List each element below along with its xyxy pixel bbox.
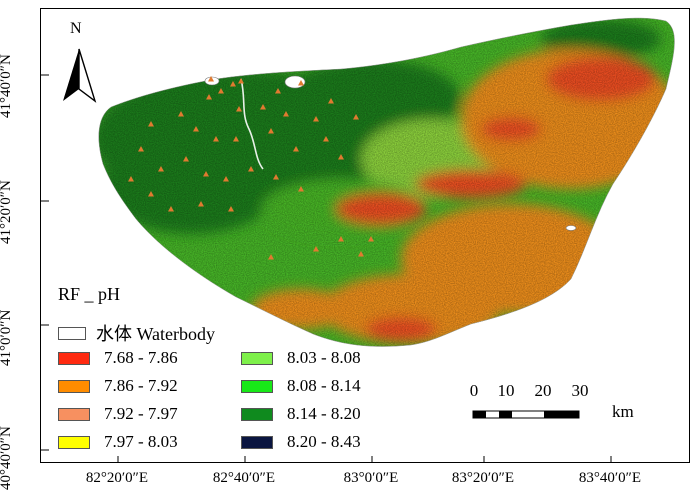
legend-label: 8.14 - 8.20 bbox=[287, 404, 361, 423]
legend-item: 8.14 - 8.20 bbox=[241, 404, 361, 424]
sample-point-marker bbox=[338, 154, 344, 160]
x-tick-label: 82°40′0″E bbox=[212, 470, 276, 486]
sample-point-marker bbox=[323, 136, 329, 142]
legend-label: 水体 Waterbody bbox=[96, 324, 216, 344]
sample-point-marker bbox=[298, 186, 304, 192]
scale-bar bbox=[472, 410, 580, 419]
sample-point-marker bbox=[368, 236, 374, 242]
legend-swatch bbox=[58, 326, 86, 340]
legend-swatch bbox=[241, 435, 273, 449]
north-arrow-icon bbox=[63, 48, 97, 103]
sample-point-marker bbox=[128, 176, 134, 182]
legend-label: 7.92 - 7.97 bbox=[104, 404, 178, 423]
sample-point-marker bbox=[193, 126, 199, 132]
river-line bbox=[240, 78, 264, 170]
sample-point-marker bbox=[228, 206, 234, 212]
scale-tick-label: 20 bbox=[534, 381, 552, 400]
legend-item: 8.20 - 8.43 bbox=[241, 432, 361, 452]
scale-labels: 0 10 20 30 bbox=[462, 381, 592, 401]
legend-swatch bbox=[58, 435, 90, 449]
legend-swatch bbox=[241, 351, 273, 365]
legend-item: 7.68 - 7.86 bbox=[58, 348, 178, 368]
x-tick-label: 83°20′0″E bbox=[451, 470, 515, 486]
sample-point-marker bbox=[293, 146, 299, 152]
sample-point-marker bbox=[248, 166, 254, 172]
x-tick-label: 82°20′0″E bbox=[85, 470, 149, 486]
sample-point-marker bbox=[275, 88, 281, 94]
legend-label: 7.97 - 8.03 bbox=[104, 432, 178, 451]
y-tick-label: 41°40′0″N bbox=[0, 54, 14, 118]
sample-point-marker bbox=[158, 166, 164, 172]
sample-point-marker bbox=[198, 201, 204, 207]
sample-point-marker bbox=[298, 80, 304, 86]
legend-label: 8.20 - 8.43 bbox=[287, 432, 361, 451]
y-tick-label: 41°0′0″N bbox=[0, 309, 14, 366]
sample-point-marker bbox=[218, 88, 224, 94]
sample-point-marker bbox=[328, 98, 334, 104]
sample-point-marker bbox=[213, 136, 219, 142]
legend-swatch bbox=[241, 407, 273, 421]
x-tick-label: 83°40′0″E bbox=[578, 470, 642, 486]
sample-point-marker bbox=[236, 106, 242, 112]
sample-point-marker bbox=[313, 116, 319, 122]
axis-ticks bbox=[41, 74, 612, 462]
sample-point-marker bbox=[233, 136, 239, 142]
legend-label: 8.03 - 8.08 bbox=[287, 348, 361, 367]
legend-label: 7.68 - 7.86 bbox=[104, 348, 178, 367]
legend-item: 7.86 - 7.92 bbox=[58, 376, 178, 396]
sample-point-marker bbox=[313, 246, 319, 252]
legend-swatch bbox=[58, 379, 90, 393]
sample-point-marker bbox=[148, 121, 154, 127]
waterbody-patch bbox=[565, 225, 577, 231]
sample-point-marker bbox=[338, 236, 344, 242]
sample-point-marker bbox=[230, 81, 236, 87]
sample-point-marker bbox=[268, 254, 274, 260]
x-tick-label: 83°0′0″E bbox=[343, 470, 399, 486]
y-tick-label: 40°40′0″N bbox=[0, 426, 14, 490]
map-canvas bbox=[41, 17, 675, 462]
sample-point-marker bbox=[183, 156, 189, 162]
map-frame: N bbox=[40, 8, 690, 463]
legend-item-waterbody: 水体 Waterbody bbox=[58, 320, 215, 346]
scale-tick-label: 0 bbox=[469, 381, 479, 400]
sample-point-marker bbox=[178, 111, 184, 117]
y-tick-label: 41°20′0″N bbox=[0, 180, 14, 244]
legend-label: 8.08 - 8.14 bbox=[287, 376, 361, 395]
legend-swatch bbox=[58, 351, 90, 365]
sample-point-marker bbox=[203, 171, 209, 177]
sample-point-marker bbox=[283, 111, 289, 117]
legend-item: 8.08 - 8.14 bbox=[241, 376, 361, 396]
north-label: N bbox=[70, 20, 82, 37]
sample-point-marker bbox=[268, 128, 274, 134]
sample-point-marker bbox=[358, 251, 364, 257]
sample-point-marker bbox=[238, 78, 244, 84]
sample-point-marker bbox=[206, 94, 212, 100]
sample-point-marker bbox=[260, 104, 266, 110]
sample-point-marker bbox=[208, 76, 214, 82]
sample-point-marker bbox=[168, 206, 174, 212]
legend-swatch bbox=[241, 379, 273, 393]
sample-point-marker bbox=[273, 174, 279, 180]
sample-point-marker bbox=[353, 114, 359, 120]
sample-points bbox=[128, 76, 374, 260]
sample-point-marker bbox=[223, 176, 229, 182]
sample-point-marker bbox=[138, 146, 144, 152]
scale-unit: km bbox=[612, 402, 634, 421]
sample-point-marker bbox=[148, 191, 154, 197]
study-area-outline bbox=[98, 17, 675, 347]
legend-label: 7.86 - 7.92 bbox=[104, 376, 178, 395]
scale-tick-label: 30 bbox=[571, 381, 589, 400]
legend-item: 8.03 - 8.08 bbox=[241, 348, 361, 368]
legend-title: RF _ pH bbox=[58, 284, 121, 304]
legend-item: 7.92 - 7.97 bbox=[58, 404, 178, 424]
legend-swatch bbox=[58, 407, 90, 421]
scale-tick-label: 10 bbox=[497, 381, 515, 400]
legend-item: 7.97 - 8.03 bbox=[58, 432, 178, 452]
